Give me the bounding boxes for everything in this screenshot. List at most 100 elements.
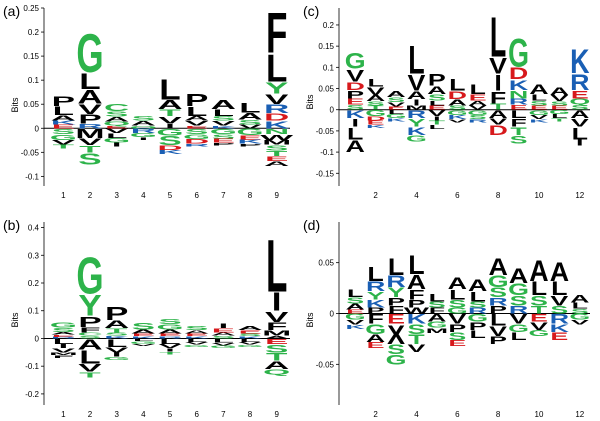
panel-b-label: (b)	[3, 217, 20, 233]
logo-letter-g: G	[549, 109, 570, 115]
logo-letter-v: V	[212, 120, 236, 127]
logo-letter-g: G	[447, 109, 468, 117]
logo-letter-v: V	[448, 312, 467, 327]
logo-letter-r: R	[184, 143, 209, 147]
logo-letter-g: G	[345, 49, 366, 74]
logo-letter-l: L	[186, 104, 207, 119]
logo-letter-r: R	[131, 127, 156, 134]
y-tick-label: -0.1	[25, 172, 39, 181]
logo-letter-f: F	[490, 88, 506, 107]
logo-letter-k: K	[237, 336, 262, 339]
x-tick-label: 10	[535, 191, 544, 200]
logo-letter-p: P	[469, 320, 487, 332]
panel-a-marks: 0.250.20.150.10.050-0.05-0.11 2 3 4 5 6 7 8 9EKA…	[21, 2, 294, 200]
logo-letter-n: N	[264, 127, 289, 135]
logo-letter-a: A	[77, 336, 102, 352]
logo-letter-a: A	[366, 94, 385, 103]
logo-letter-v: V	[469, 105, 487, 111]
logo-letter-i: I	[433, 115, 440, 121]
logo-letter-s: S	[212, 133, 235, 140]
y-tick-label: 0.05	[318, 85, 334, 94]
logo-letter-v: V	[265, 92, 289, 108]
logo-letter-r: R	[468, 119, 488, 124]
logo-letter-v: V	[408, 343, 426, 355]
logo-letter-y: Y	[265, 79, 288, 97]
logo-letter-l: L	[551, 113, 568, 119]
logo-letter-m: M	[262, 329, 291, 337]
y-tick-label: 0.1	[28, 76, 40, 85]
y-tick-label: 0.2	[323, 21, 335, 30]
logo-letter-e: E	[212, 327, 235, 333]
logo-letter-p: P	[428, 70, 446, 89]
panel-b-ylabel: Bits	[10, 312, 20, 328]
logo-letter-m: M	[262, 139, 291, 146]
logo-letter-m: M	[426, 327, 448, 335]
logo-letter-v: V	[387, 101, 405, 107]
logo-letter-t: T	[266, 350, 288, 363]
x-tick-label: 6	[194, 410, 199, 419]
logo-letter-v: V	[132, 344, 156, 347]
logo-letter-v: V	[550, 94, 569, 103]
logo-letter-t: T	[159, 108, 181, 118]
y-tick-label: -0.05	[316, 360, 335, 369]
panel-d: (d) Bits 0.050-0.052 4 6 8 10 12EASLGVKPKYRLF…	[303, 217, 590, 419]
logo-letter-e: E	[387, 312, 405, 327]
logo-letter-l: L	[186, 338, 207, 343]
logo-letter-d: D	[264, 112, 289, 123]
logo-letter-w: W	[260, 133, 293, 141]
x-tick-label: 3	[114, 191, 119, 200]
logo-letter-s: S	[428, 300, 446, 309]
logo-letter-e: E	[448, 339, 466, 348]
logo-letter-g: G	[447, 307, 468, 316]
y-tick-label: -0.1	[25, 362, 39, 371]
logo-letter-v: V	[346, 66, 364, 85]
x-tick-label: 2	[373, 410, 378, 419]
logo-letter-t: T	[510, 125, 527, 138]
logo-letter-g: G	[210, 345, 237, 349]
logo-letter-a: A	[407, 271, 426, 294]
logo-letter-g: G	[508, 31, 529, 75]
logo-letter-k: K	[366, 298, 386, 310]
logo-letter-a: A	[529, 82, 548, 98]
logo-letter-v: V	[238, 341, 262, 345]
logo-letter-s: S	[238, 119, 261, 126]
logo-letter-v: V	[185, 120, 209, 127]
logo-letter-g: G	[50, 321, 77, 329]
logo-letter-v: V	[105, 346, 129, 354]
logo-letter-s: S	[105, 110, 128, 118]
logo-letter-a: A	[346, 302, 365, 311]
x-tick-label: 9	[274, 191, 279, 200]
logo-letter-k: K	[407, 312, 427, 327]
logo-letter-r: R	[570, 71, 589, 96]
logo-letter-e: E	[265, 155, 288, 162]
x-tick-label: 1	[61, 410, 66, 419]
logo-letter-l: L	[429, 100, 445, 108]
logo-letter-e: E	[132, 333, 155, 337]
logo-letter-a: A	[427, 312, 447, 324]
logo-letter-l: L	[53, 104, 74, 117]
logo-letter-t: T	[531, 304, 548, 316]
logo-letter-l: L	[531, 93, 547, 102]
logo-letter-e: E	[387, 106, 405, 111]
logo-letter-v: V	[408, 72, 426, 97]
logo-letter-l: L	[510, 330, 526, 342]
logo-letter-m: M	[75, 126, 104, 141]
x-tick-label: 2	[88, 191, 93, 200]
logo-letter-s: S	[469, 114, 487, 120]
logo-letter-k: K	[550, 322, 570, 334]
y-tick-label: 0.2	[28, 279, 40, 288]
logo-letter-v: V	[212, 342, 236, 346]
logo-letter-l: L	[429, 292, 445, 304]
x-tick-label: 6	[194, 191, 199, 200]
logo-letter-s: S	[105, 332, 128, 337]
logo-letter-e: E	[105, 125, 128, 129]
logo-letter-a: A	[550, 85, 570, 98]
logo-letter-t: T	[266, 149, 288, 157]
logo-letter-f: F	[266, 2, 287, 66]
logo-letter-a: A	[550, 257, 569, 287]
logo-letter-s: S	[530, 100, 548, 108]
y-tick-label: 0	[330, 310, 335, 319]
logo-letter-e: E	[212, 138, 235, 144]
panel-c-label: (c)	[303, 3, 319, 19]
logo-letter-e: E	[346, 97, 364, 106]
